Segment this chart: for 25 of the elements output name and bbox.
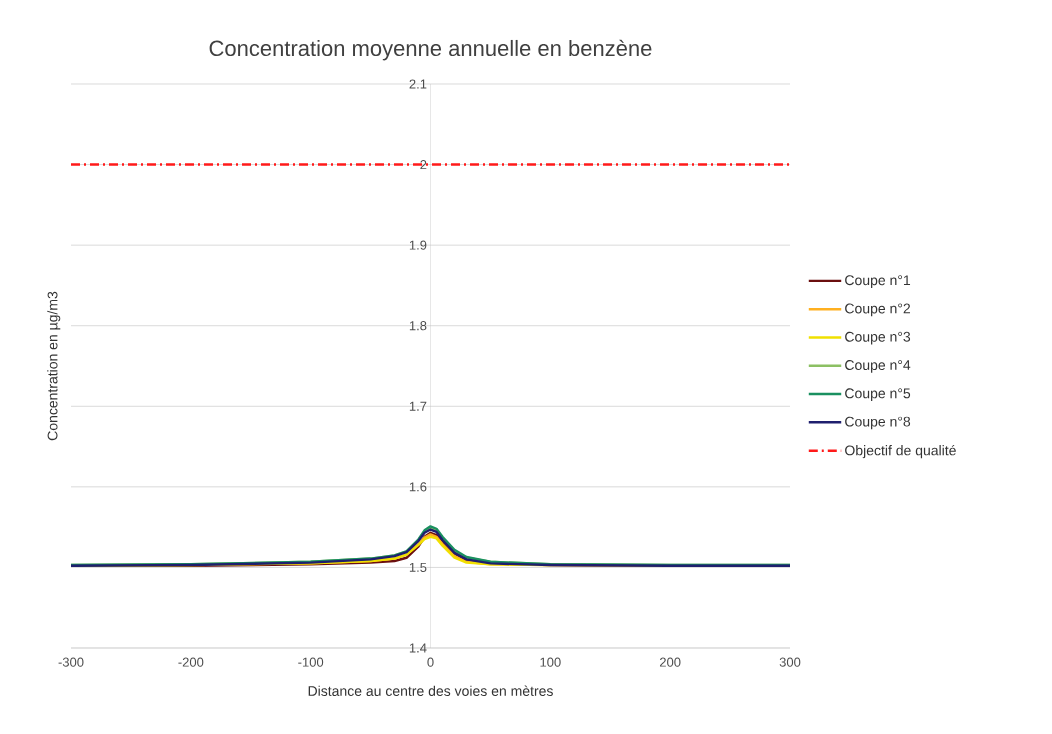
legend-label: Coupe n°3 (845, 331, 911, 345)
y-tick-label: 1.5 (409, 562, 427, 572)
x-tick-label: -100 (298, 657, 324, 667)
legend-label: Coupe n°8 (845, 416, 911, 430)
x-tick-label: 200 (659, 657, 681, 667)
y-tick-label: 2 (420, 160, 427, 170)
y-tick-label: 2.1 (409, 79, 427, 89)
legend-label: Coupe n°4 (845, 360, 911, 373)
x-tick-label: 300 (779, 657, 801, 667)
chart-title: Concentration moyenne annuelle en benzène (209, 39, 652, 61)
y-axis-title: Concentration en µg/m3 (47, 291, 61, 441)
x-axis-title: Distance au centre des voies en mètres (308, 685, 553, 696)
x-tick-label: -300 (58, 657, 84, 667)
legend-label: Coupe n°2 (845, 303, 911, 317)
x-tick-label: 0 (427, 657, 434, 667)
legend-label: Objectif de qualité (845, 444, 956, 459)
y-tick-label: 1.4 (409, 643, 427, 653)
x-tick-label: 100 (540, 657, 561, 667)
y-tick-label: 1.7 (409, 401, 427, 411)
x-tick-label: -200 (178, 657, 204, 667)
legend-label: Coupe n°5 (845, 388, 911, 402)
y-tick-label: 1.8 (409, 321, 427, 331)
y-tick-label: 1.9 (409, 240, 427, 250)
y-tick-label: 1.6 (409, 482, 427, 492)
legend-label: Coupe n°1 (845, 275, 911, 288)
